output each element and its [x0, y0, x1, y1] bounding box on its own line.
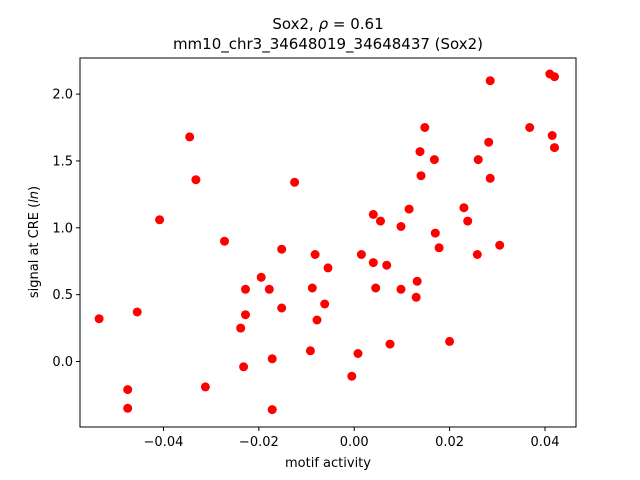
data-point-6: [191, 175, 201, 185]
data-point-15: [267, 354, 277, 364]
data-point-41: [416, 171, 426, 181]
data-point-38: [411, 292, 421, 302]
data-point-9: [236, 323, 246, 333]
data-point-51: [484, 137, 494, 147]
data-points: [94, 69, 559, 415]
data-point-21: [307, 283, 317, 293]
x-tick-label-1: −0.02: [239, 435, 279, 450]
data-point-49: [472, 250, 482, 259]
data-point-3: [132, 307, 142, 317]
data-point-25: [323, 263, 333, 273]
data-point-1: [123, 385, 133, 395]
data-point-24: [320, 299, 330, 309]
data-point-20: [305, 346, 315, 356]
data-point-30: [368, 258, 378, 268]
data-point-27: [353, 349, 363, 358]
data-point-17: [277, 244, 287, 254]
data-point-42: [420, 123, 430, 132]
data-point-32: [376, 216, 385, 226]
data-point-14: [264, 284, 274, 294]
data-point-36: [396, 284, 406, 294]
y-tick-label-3: 1.5: [52, 154, 73, 169]
data-point-45: [434, 243, 444, 253]
data-point-4: [155, 215, 165, 225]
data-point-2: [123, 403, 133, 413]
data-point-35: [396, 222, 406, 231]
data-point-22: [310, 250, 320, 259]
data-point-52: [485, 76, 495, 86]
data-point-54: [495, 240, 505, 250]
axis-ticks: −0.04 −0.02 0.00 0.02 0.04 0.0 0.5 1.0 1.5 2.0: [52, 88, 559, 450]
data-point-40: [415, 147, 425, 157]
data-point-34: [385, 339, 395, 349]
data-point-33: [382, 260, 392, 270]
x-tick-label-4: 0.04: [531, 435, 560, 450]
chart-title-line2: mm10_chr3_34648019_34648437 (Sox2): [173, 35, 483, 54]
data-point-23: [312, 315, 322, 325]
plot-frame: [79, 57, 577, 428]
data-point-26: [347, 371, 357, 381]
data-point-7: [200, 382, 210, 392]
x-axis-label: motif activity: [285, 456, 371, 471]
data-point-43: [429, 155, 439, 165]
data-point-0: [94, 314, 104, 324]
x-tick-label-2: 0.00: [340, 435, 369, 450]
data-point-16: [267, 405, 277, 415]
data-point-47: [459, 203, 469, 213]
data-point-12: [241, 284, 250, 294]
data-point-46: [445, 336, 455, 346]
data-point-59: [550, 143, 559, 153]
y-tick-label-2: 1.0: [52, 221, 73, 236]
data-point-5: [185, 132, 195, 142]
data-point-39: [412, 276, 422, 286]
data-point-55: [525, 123, 535, 132]
data-point-37: [404, 204, 414, 214]
data-point-58: [550, 72, 559, 82]
y-axis-label: signal at CRE (ln): [27, 186, 42, 298]
y-tick-label-1: 0.5: [52, 288, 73, 303]
data-point-13: [256, 272, 266, 282]
data-point-10: [239, 362, 249, 372]
y-tick-label-4: 2.0: [52, 88, 73, 103]
y-tick-label-0: 0.0: [52, 355, 73, 370]
data-point-48: [463, 216, 473, 226]
data-point-28: [356, 250, 366, 259]
data-point-8: [220, 236, 229, 246]
x-tick-label-0: −0.04: [144, 435, 184, 450]
data-point-29: [368, 209, 378, 219]
data-point-18: [277, 303, 287, 313]
data-point-57: [547, 131, 557, 140]
data-point-19: [290, 177, 300, 187]
data-point-50: [473, 155, 483, 165]
data-point-11: [241, 310, 250, 320]
data-point-31: [371, 283, 381, 293]
data-point-53: [485, 173, 495, 183]
x-tick-label-3: 0.02: [435, 435, 464, 450]
chart-title-line1: Sox2, ρ = 0.61: [272, 15, 383, 33]
data-point-44: [430, 228, 440, 238]
